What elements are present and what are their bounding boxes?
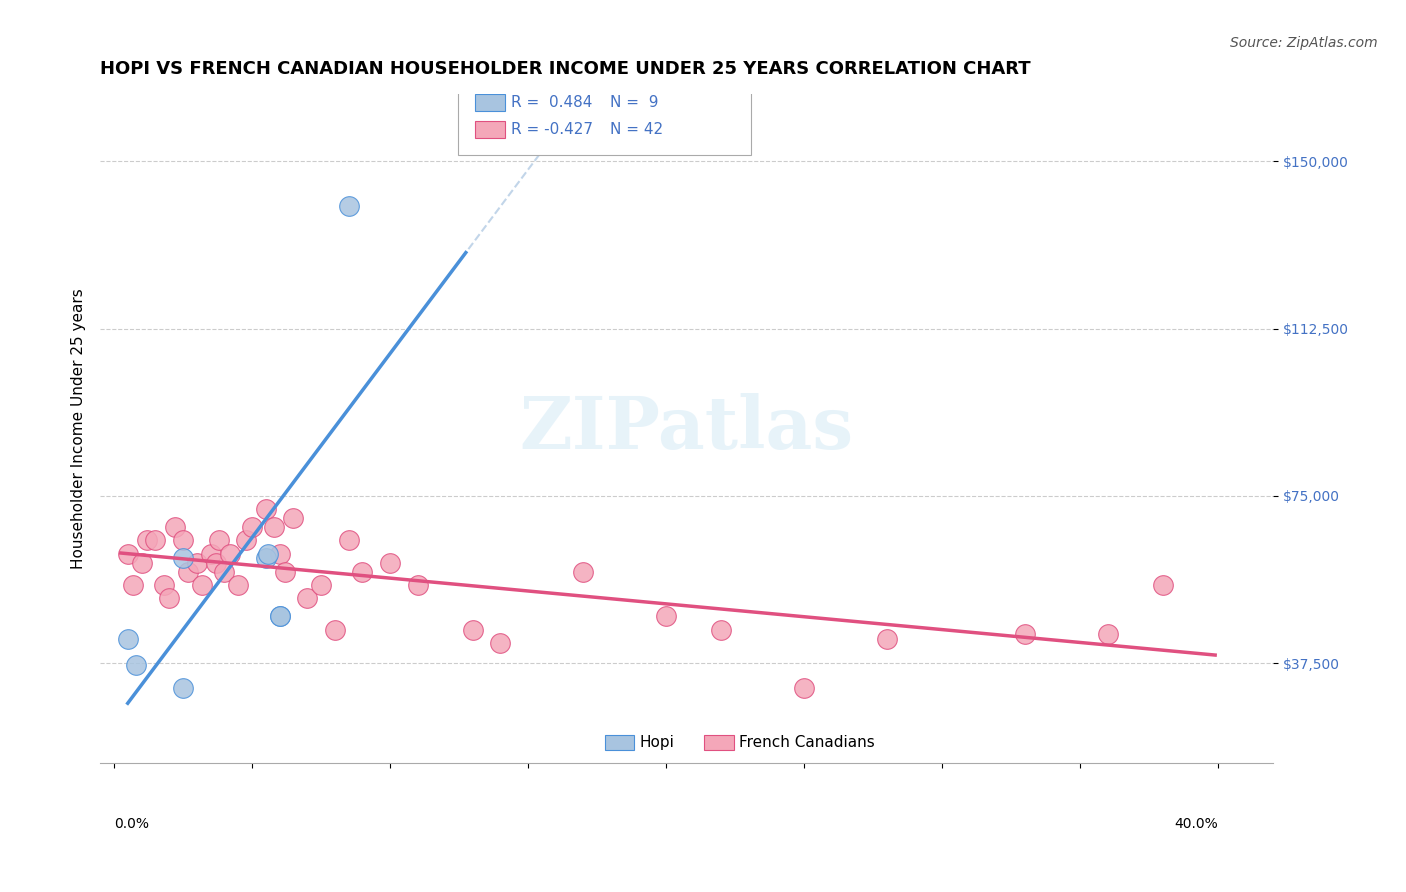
Point: [122, 578, 145, 592]
Point: [378, 556, 401, 570]
Point: [191, 578, 214, 592]
Point: [1097, 627, 1119, 641]
Point: [710, 623, 733, 637]
Text: 40.0%: 40.0%: [1174, 817, 1218, 831]
Point: [337, 533, 360, 548]
FancyBboxPatch shape: [458, 81, 751, 154]
Point: [655, 609, 678, 624]
Point: [283, 511, 305, 525]
Point: [235, 533, 257, 548]
Point: [157, 591, 180, 606]
Point: [406, 578, 429, 592]
Point: [323, 623, 346, 637]
Point: [274, 565, 297, 579]
Point: [793, 681, 815, 695]
Bar: [704, 735, 734, 750]
Point: [1152, 578, 1174, 592]
Point: [177, 565, 200, 579]
Point: [337, 199, 360, 213]
Point: [172, 551, 194, 566]
Bar: [605, 735, 634, 750]
Text: Source: ZipAtlas.com: Source: ZipAtlas.com: [1230, 36, 1378, 50]
Text: R =  0.484: R = 0.484: [510, 95, 592, 110]
Text: N = 42: N = 42: [610, 121, 664, 136]
Point: [186, 556, 208, 570]
Point: [572, 565, 595, 579]
Point: [172, 533, 194, 548]
Text: Hopi: Hopi: [640, 735, 675, 750]
Point: [461, 623, 484, 637]
Point: [214, 565, 236, 579]
Bar: [475, 121, 505, 138]
Point: [269, 547, 291, 561]
Point: [295, 591, 318, 606]
Point: [1014, 627, 1036, 641]
Point: [163, 520, 186, 534]
Point: [172, 681, 194, 695]
Bar: [475, 95, 505, 112]
Point: [269, 609, 291, 624]
Text: HOPI VS FRENCH CANADIAN HOUSEHOLDER INCOME UNDER 25 YEARS CORRELATION CHART: HOPI VS FRENCH CANADIAN HOUSEHOLDER INCO…: [100, 60, 1031, 78]
Y-axis label: Householder Income Under 25 years: Householder Income Under 25 years: [72, 289, 86, 569]
Point: [205, 556, 228, 570]
Text: N =  9: N = 9: [610, 95, 659, 110]
Point: [200, 547, 222, 561]
Point: [240, 520, 263, 534]
Point: [136, 533, 159, 548]
Point: [208, 533, 231, 548]
Point: [218, 547, 240, 561]
Text: 0.0%: 0.0%: [114, 817, 149, 831]
Point: [117, 547, 139, 561]
Point: [117, 632, 139, 646]
Point: [257, 547, 280, 561]
Point: [226, 578, 249, 592]
Point: [131, 556, 153, 570]
Point: [254, 551, 277, 566]
Point: [143, 533, 166, 548]
Point: [125, 658, 148, 673]
Text: R = -0.427: R = -0.427: [510, 121, 593, 136]
Point: [352, 565, 374, 579]
Point: [309, 578, 332, 592]
Point: [263, 520, 285, 534]
Point: [269, 609, 291, 624]
Point: [152, 578, 174, 592]
Point: [254, 502, 277, 516]
Text: ZIPatlas: ZIPatlas: [520, 393, 853, 465]
Point: [876, 632, 898, 646]
Text: French Canadians: French Canadians: [740, 735, 875, 750]
Point: [489, 636, 512, 650]
